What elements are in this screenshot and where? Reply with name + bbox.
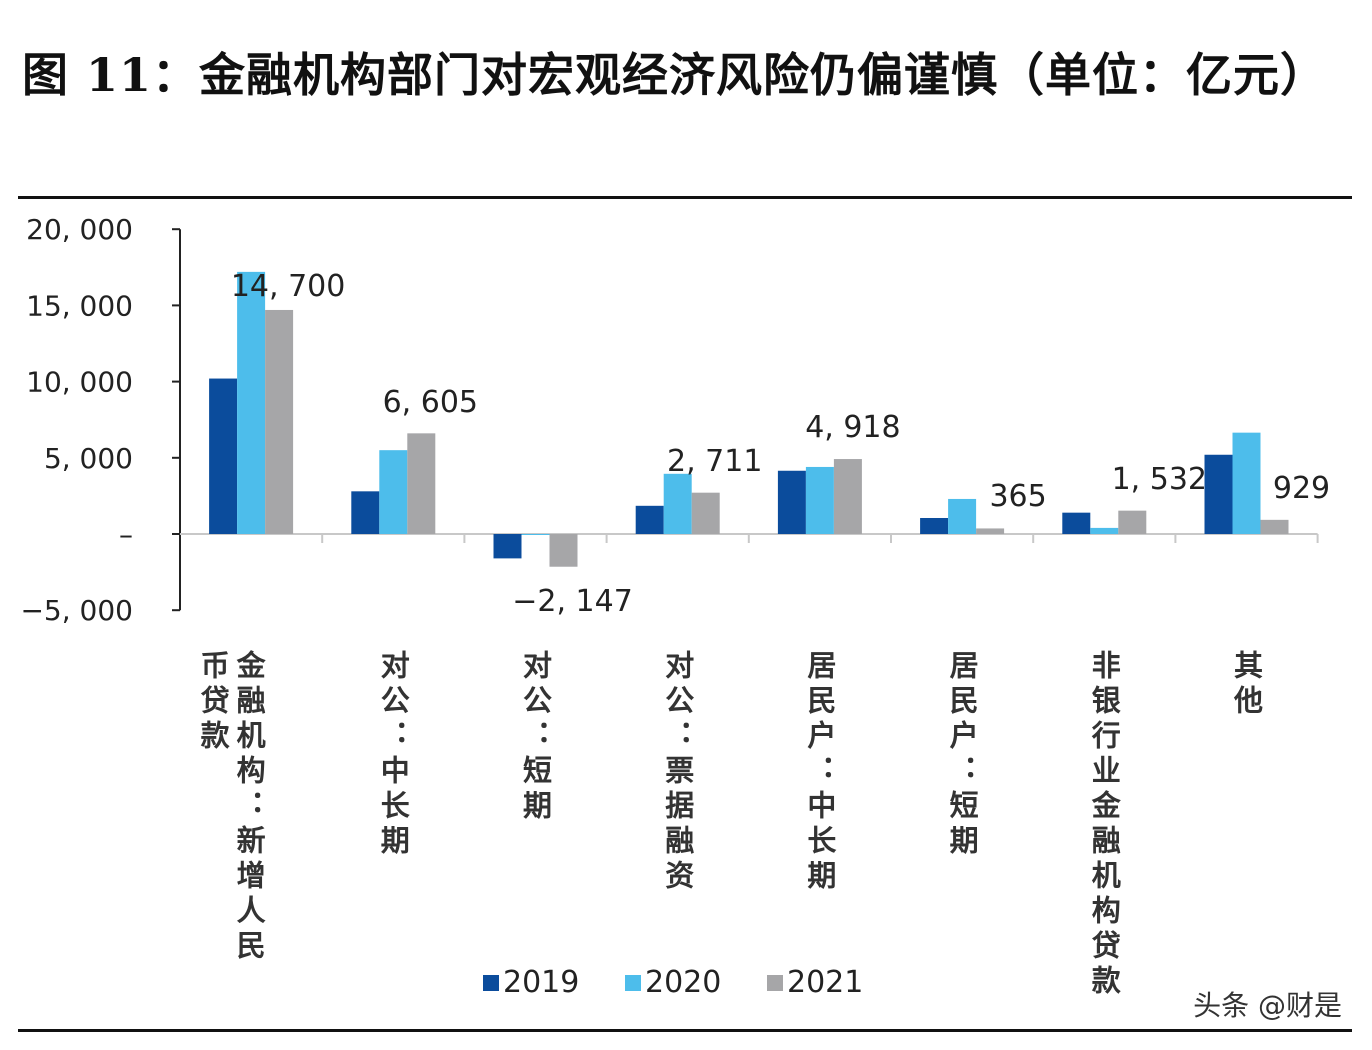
top-rule	[18, 196, 1352, 199]
bar-2020	[521, 534, 550, 535]
bar-2021	[407, 433, 436, 534]
bar-2019	[351, 491, 380, 534]
data-label: 6, 605	[383, 385, 478, 420]
bar-2019	[777, 470, 806, 534]
category-label: 非银行业金融机构贷款	[1087, 650, 1122, 1000]
bar-2019	[920, 517, 949, 534]
legend-swatch	[625, 974, 641, 991]
bar-2019	[635, 505, 664, 534]
legend-swatch	[767, 974, 783, 991]
data-label: 2, 711	[667, 444, 762, 479]
data-label: 4, 918	[805, 410, 900, 445]
legend-swatch	[483, 974, 499, 991]
legend-label: 2019	[503, 965, 580, 1000]
category-label: 对公：短期	[518, 650, 553, 825]
bar-2020	[805, 466, 834, 534]
bar-2021	[976, 528, 1005, 534]
watermark: 头条 @财是	[1193, 989, 1342, 1022]
data-label: 14, 700	[231, 269, 346, 304]
category-label: 对公：中长期	[376, 650, 411, 860]
legend-label: 2021	[787, 965, 864, 1000]
bar-2020	[663, 473, 692, 534]
bar-2020	[379, 450, 408, 534]
bar-2020	[237, 271, 266, 534]
legend-label: 2020	[645, 965, 722, 1000]
chart-title: 图 11：金融机构部门对宏观经济风险仍偏谨慎（单位：亿元）	[22, 48, 1328, 102]
legend-item-2021: 2021	[767, 965, 909, 1000]
y-tick-label: 20, 000	[26, 213, 133, 246]
bar-2020	[948, 498, 977, 534]
y-tick-label: 5, 000	[44, 442, 133, 475]
y-tick-label: –	[119, 518, 133, 551]
bar-2021	[691, 492, 720, 534]
bar-2021	[833, 459, 862, 534]
bar-2019	[493, 534, 522, 559]
bottom-rule	[18, 1029, 1352, 1032]
legend-item-2019: 2019	[483, 965, 625, 1000]
data-label: 365	[989, 479, 1046, 514]
category-label: 居民户：中长期	[802, 650, 837, 895]
data-label: −2, 147	[512, 584, 633, 619]
y-tick-label: −5, 000	[20, 594, 133, 627]
category-label: 居民户：短期	[945, 650, 980, 860]
bar-2020	[1232, 432, 1261, 534]
y-tick-label: 15, 000	[26, 289, 133, 322]
bar-2021	[265, 309, 294, 534]
bar-2019	[209, 378, 238, 534]
bar-2019	[1204, 454, 1233, 534]
bar-2021	[1260, 519, 1289, 534]
data-label: 1, 532	[1112, 462, 1207, 497]
category-label: 对公：票据融资	[660, 650, 695, 895]
bar-2019	[1062, 512, 1091, 534]
legend: 2019 2020 2021	[483, 965, 909, 1000]
data-label: 929	[1273, 471, 1330, 506]
y-tick-label: 10, 000	[26, 366, 133, 399]
category-label: 其他	[1229, 650, 1264, 720]
bar-2021	[1118, 510, 1147, 534]
legend-item-2020: 2020	[625, 965, 767, 1000]
category-label: 金融机构：新增人民币贷款	[196, 650, 267, 965]
bar-2021	[549, 534, 578, 567]
bar-2020	[1090, 527, 1119, 534]
